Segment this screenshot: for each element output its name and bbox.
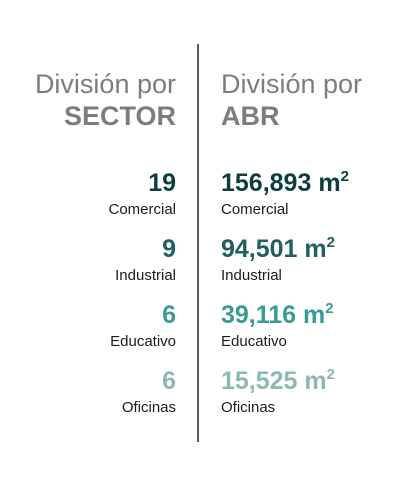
abr-stat-comercial: 156,893 m2 Comercial [221,168,362,234]
abr-stat-list: 156,893 m2 Comercial 94,501 m2 Industria… [221,168,362,432]
abr-heading-line2: ABR [221,101,280,131]
abr-stat-label: Industrial [221,267,282,284]
sector-column: División por SECTOR 19 Comercial 9 Indus… [35,68,176,432]
sector-stat-value: 9 [162,235,176,263]
sector-heading-line2: SECTOR [63,101,176,131]
abr-stat-value: 94,501 [221,235,298,263]
sector-stat-oficinas: 6 Oficinas [35,366,176,432]
area-unit-exponent: 2 [325,300,334,317]
sector-stat-value: 6 [162,367,176,395]
column-divider [197,44,199,442]
sector-stat-label: Oficinas [121,399,176,416]
sector-stat-label: Industrial [115,267,176,284]
abr-stat-label: Comercial [221,201,289,218]
abr-column: División por ABR 156,893 m2 Comercial 94… [221,68,362,432]
area-unit: m [303,301,326,329]
abr-stat-value-row: 94,501 m2 [221,234,362,264]
sector-stat-label: Educativo [110,333,176,350]
sector-stat-educativo: 6 Educativo [35,300,176,366]
area-unit: m [304,235,327,263]
abr-stat-industrial: 94,501 m2 Industrial [221,234,362,300]
sector-stat-comercial: 19 Comercial [35,168,176,234]
abr-stat-value: 156,893 [221,169,312,197]
abr-stat-value: 15,525 [221,367,298,395]
abr-stat-value-row: 15,525 m2 [221,366,362,396]
sector-stat-value: 19 [148,169,176,197]
area-unit: m [304,367,327,395]
abr-stat-label: Oficinas [221,399,276,416]
abr-heading-line1: División por [221,69,363,99]
sector-heading-line1: División por [34,69,176,99]
abr-stat-label: Educativo [221,333,287,350]
area-unit-exponent: 2 [326,366,335,383]
abr-stat-oficinas: 15,525 m2 Oficinas [221,366,362,432]
sector-stat-label: Comercial [108,201,176,218]
sector-stat-value: 6 [162,301,176,329]
area-unit-exponent: 2 [326,234,335,251]
abr-stat-value: 39,116 [221,301,297,329]
abr-stat-educativo: 39,116 m2 Educativo [221,300,362,366]
sector-stat-industrial: 9 Industrial [35,234,176,300]
area-unit-exponent: 2 [340,168,349,185]
sector-stat-list: 19 Comercial 9 Industrial 6 Educativo 6 … [35,168,176,432]
abr-stat-value-row: 39,116 m2 [221,300,362,330]
area-unit: m [318,169,341,197]
abr-stat-value-row: 156,893 m2 [221,168,362,198]
